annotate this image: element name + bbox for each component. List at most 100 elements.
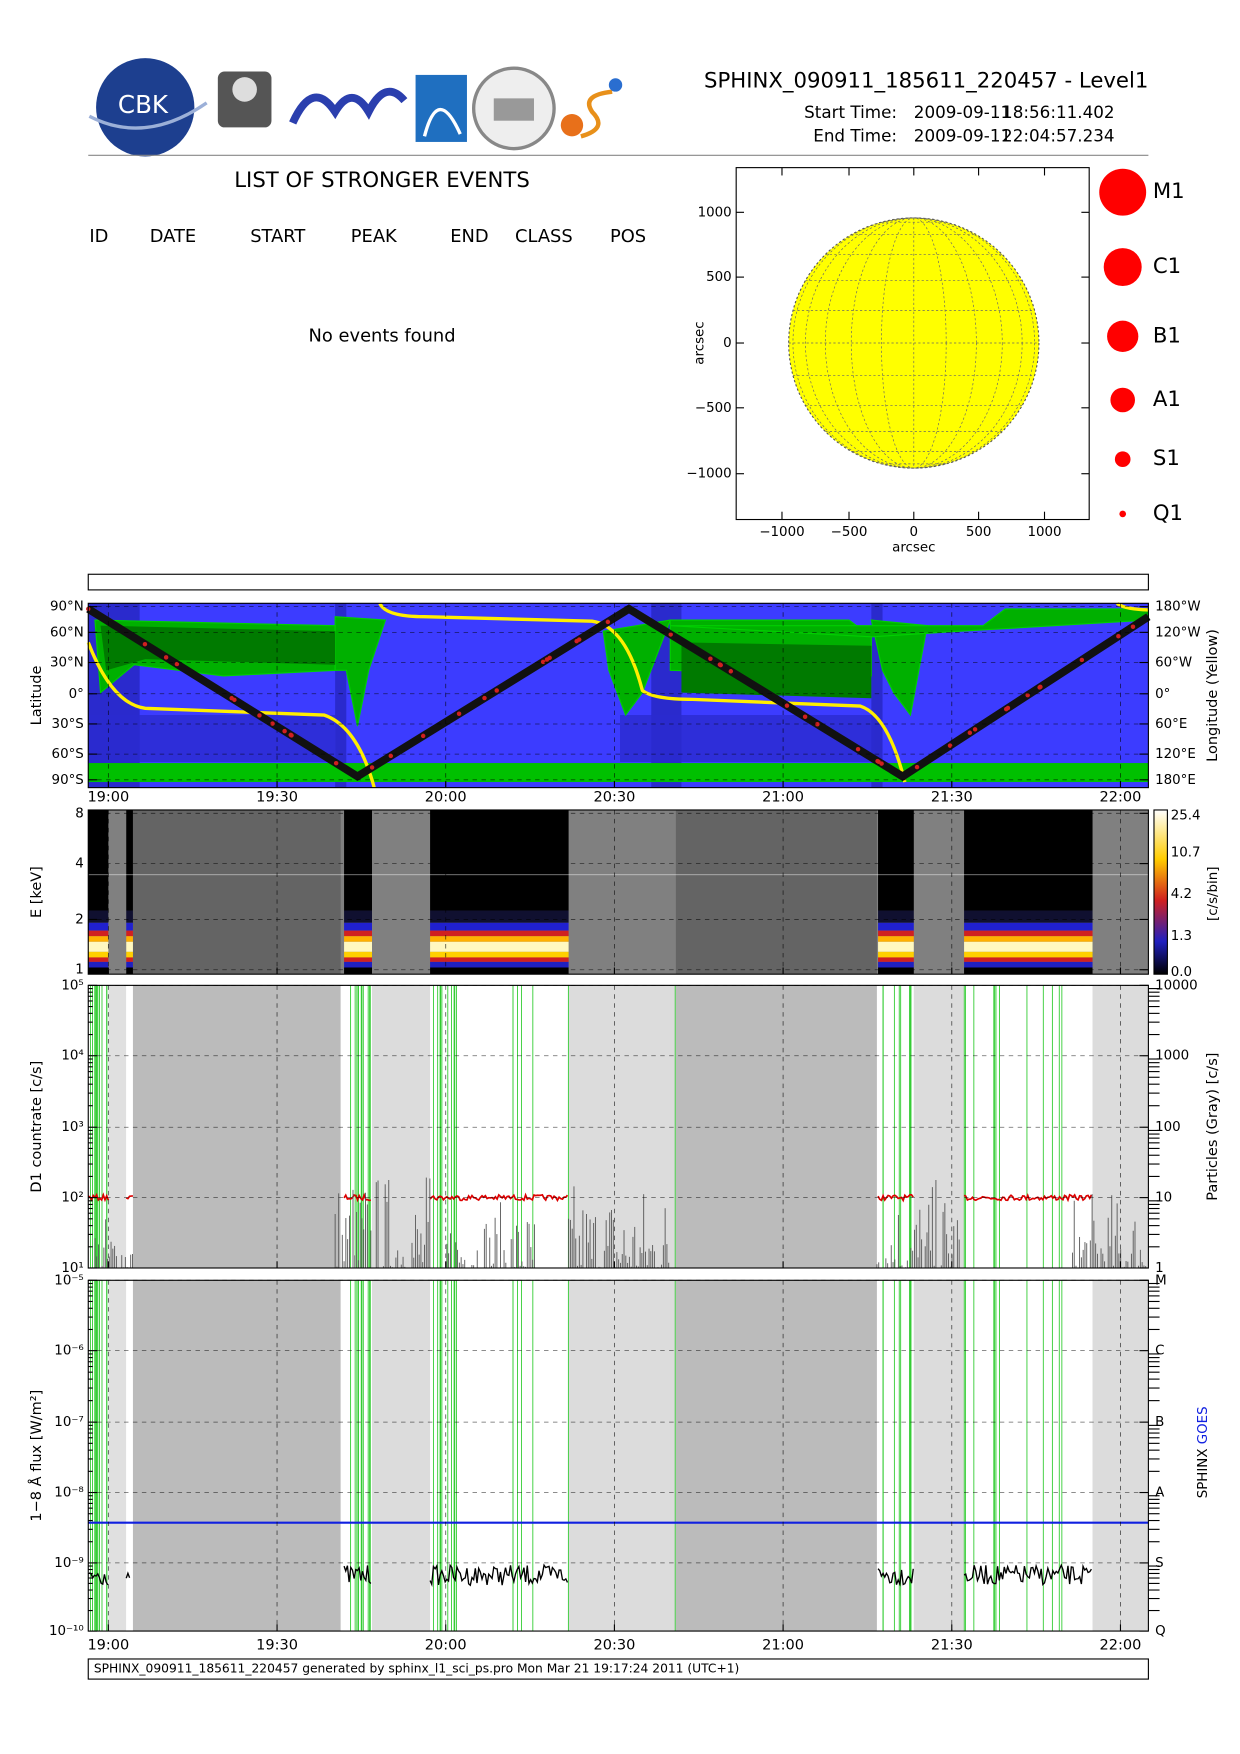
y2-tick-label: 60°W [1155, 656, 1192, 671]
spectrogram-band [344, 967, 372, 975]
orbit-dot [668, 632, 673, 637]
sphinx-flux [429, 1563, 569, 1587]
orbit-dot [163, 655, 169, 660]
events-column-header: PEAK [351, 226, 398, 247]
sphinx-flux [877, 1568, 914, 1587]
shading [876, 985, 914, 1268]
spectrogram-band [126, 941, 133, 952]
legend-label: S1 [1153, 446, 1180, 471]
spectrogram-band [878, 941, 914, 952]
orbit-dot [174, 661, 180, 667]
y-tick-label: 10¹ [61, 1261, 83, 1276]
spectrogram-eclipse [132, 809, 341, 975]
y-tick-label: 10⁴ [61, 1049, 83, 1064]
colorbar-tick-label: 25.4 [1171, 809, 1201, 824]
orbit-dot [420, 733, 426, 739]
orbit-dot [456, 711, 462, 716]
y-tick-label: 10⁵ [61, 978, 83, 993]
spectrogram-band [344, 941, 372, 952]
disk-x-tick-label: 1000 [1027, 525, 1061, 540]
shading [132, 1280, 341, 1632]
spectrogram-band [964, 967, 1093, 975]
spectrogram-band [878, 951, 914, 958]
panel-frame [87, 602, 1149, 789]
sphinx-flux [125, 1571, 131, 1579]
spectrogram-band [430, 967, 569, 975]
spectrogram-band [878, 936, 914, 942]
time-tick-label: 22:00 [1100, 790, 1142, 806]
shading [126, 985, 133, 1268]
disk-x-tick-label: 500 [966, 525, 992, 540]
panel-frame [87, 809, 1149, 975]
orbit-dot [708, 656, 713, 662]
spectrogram-band [126, 809, 133, 911]
orbit-dot [1038, 684, 1043, 690]
spectrogram-band [878, 922, 914, 931]
y2-tick-label: 0° [1155, 687, 1170, 702]
legend-label: B1 [1153, 323, 1181, 348]
y-tick-label: 90°N [50, 600, 84, 615]
orbit-dot [1079, 657, 1085, 663]
spectrogram-band [88, 936, 109, 942]
spectrogram-band [430, 809, 569, 911]
y2-tick-label: 180°E [1155, 773, 1196, 788]
spectrogram-band [878, 809, 914, 911]
spectrogram-band [430, 957, 569, 962]
spectrogram-band [878, 961, 914, 968]
logo-cbk [96, 58, 195, 157]
spectrogram-band [964, 910, 1093, 923]
spectrogram-band [126, 910, 133, 923]
logo-sun [560, 114, 584, 137]
time-tick-label: 19:30 [256, 790, 298, 806]
y-tick-label: 10⁻⁸ [54, 1486, 83, 1501]
spectrogram-band [126, 930, 133, 937]
spectrogram-band [344, 910, 372, 923]
spectrogram-band [430, 941, 569, 952]
logo-cbk-swoosh [88, 101, 208, 130]
shading [675, 985, 877, 1268]
spectrogram-band [88, 951, 109, 958]
orbit-dot [1130, 624, 1136, 629]
orbit-track [86, 604, 1151, 782]
y2-tick-label: B [1155, 1415, 1164, 1430]
spectrogram-band [88, 930, 109, 937]
disk-y-label: arcsec [692, 321, 707, 364]
legend-marker [1114, 451, 1131, 468]
spectrogram-band [344, 951, 372, 958]
spectrogram-band [88, 961, 109, 968]
disk-x-tick-label: −500 [831, 525, 868, 540]
colorbar-label: [c/s/bin] [1206, 866, 1221, 921]
logo-mifi [289, 87, 408, 125]
y2-tick-label: S [1155, 1556, 1164, 1571]
spectrogram-band [964, 941, 1093, 952]
y-tick-label: 4 [75, 857, 84, 872]
y-axis-label: 1−8 Å flux [W/m²] [28, 1390, 45, 1522]
y-tick-label: 2 [75, 912, 84, 927]
colorbar-tick-label: 0.0 [1171, 965, 1192, 980]
events-column-header: END [450, 226, 488, 247]
time-tick-label: 21:30 [931, 790, 973, 806]
events-column-header: POS [610, 226, 646, 247]
legend-label: A1 [1153, 387, 1181, 412]
y2-tick-label: A [1155, 1486, 1165, 1501]
y-tick-label: 0° [69, 687, 84, 702]
spectrogram-band [430, 951, 569, 958]
y-tick-label: 10⁻⁹ [54, 1556, 83, 1571]
logo-s [580, 89, 613, 139]
spectrogram-band [126, 936, 133, 942]
spectrogram-band [344, 922, 372, 931]
orbit-dot [142, 641, 148, 647]
time-tick-label: 19:00 [87, 1638, 129, 1654]
footer-box [87, 1658, 1149, 1680]
y2-tick-label: 10 [1155, 1191, 1172, 1206]
y-tick-label: 30°S [52, 717, 84, 732]
y-tick-label: 10² [61, 1191, 83, 1206]
sphinx-flux [343, 1565, 372, 1584]
spectrogram-band [430, 936, 569, 942]
y-tick-label: 8 [75, 806, 84, 821]
y2-axis-label: Longitude (Yellow) [1205, 629, 1221, 762]
end-label: End Time: [813, 125, 897, 145]
longitude-curve [378, 602, 907, 783]
spectrogram-band [964, 809, 1093, 911]
y2-tick-label: 1000 [1155, 1049, 1189, 1064]
